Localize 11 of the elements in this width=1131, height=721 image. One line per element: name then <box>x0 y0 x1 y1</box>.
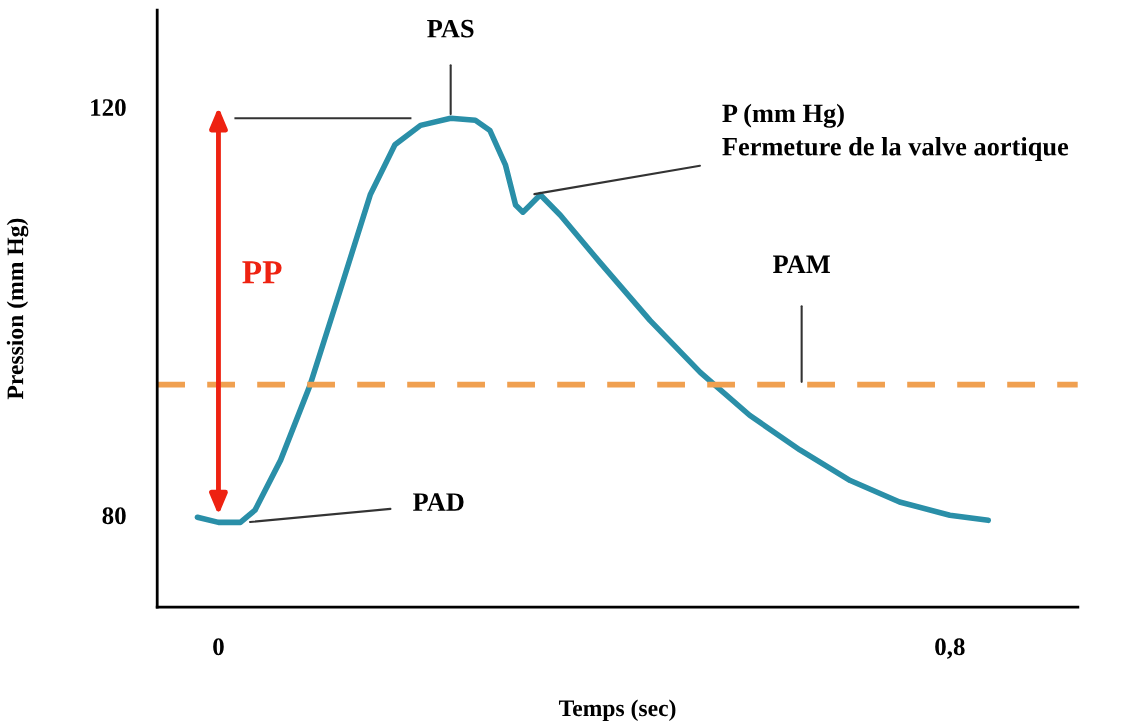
ref-line-label: PAM <box>773 255 830 273</box>
y-tick-label: 120 <box>91 99 126 116</box>
x-tick-label: 0,8 <box>935 638 965 659</box>
y-axis-title: Pression (mm Hg) <box>6 218 29 400</box>
annotation: P (mm Hg) Fermeture de la valve aortique <box>722 103 1069 161</box>
y-tick-label: 80 <box>102 507 126 525</box>
x-tick-label: 0 <box>213 638 224 656</box>
annotation: PP <box>242 261 282 284</box>
annotation: PAD <box>413 493 464 511</box>
x-axis-title: Temps (sec) <box>558 699 676 721</box>
annotation: PAS <box>427 19 474 38</box>
